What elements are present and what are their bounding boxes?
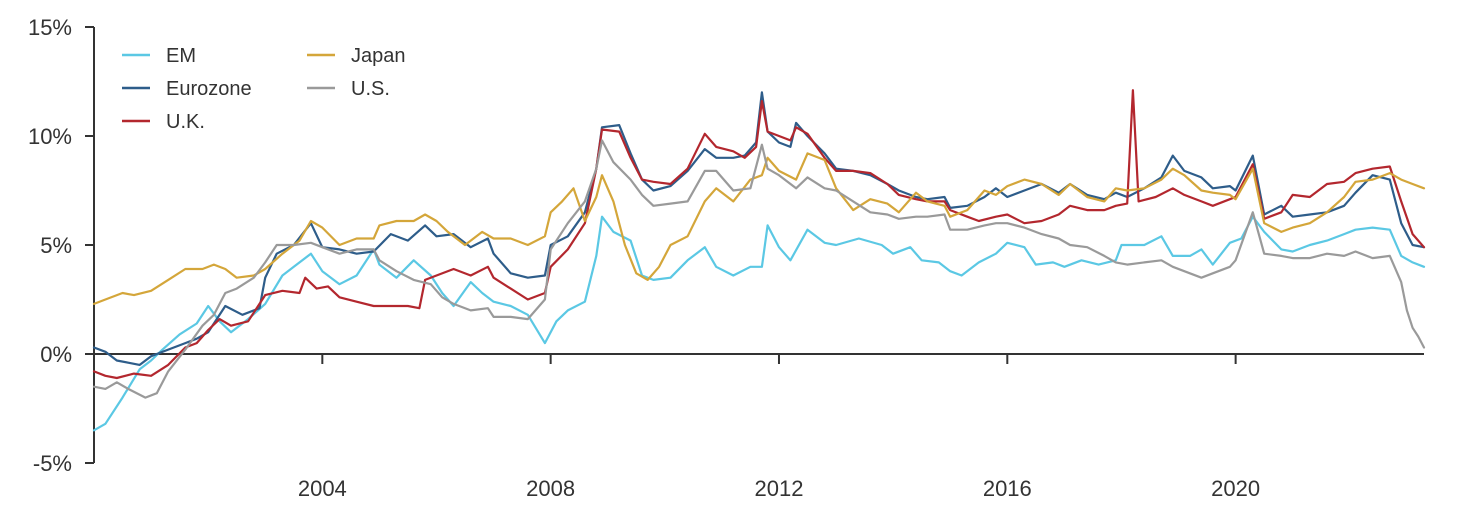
y-tick-label: 15%: [28, 15, 72, 40]
series-line-u-k: [92, 89, 1426, 380]
series-line-u-s: [92, 139, 1426, 399]
legend-item: U.S.: [307, 78, 390, 100]
x-tick-label: 2012: [755, 476, 804, 501]
x-axis: 2004 2008 2012 2016 2020: [94, 353, 1424, 501]
y-tick-label: 0%: [40, 342, 72, 367]
legend-item: Eurozone: [122, 78, 252, 100]
legend-label: Eurozone: [166, 78, 252, 100]
series-line-em: [92, 215, 1426, 432]
legend-label: Japan: [351, 45, 406, 67]
x-tick-label: 2008: [526, 476, 575, 501]
series-lines: [92, 89, 1426, 432]
legend-label: EM: [166, 45, 196, 67]
y-tick-label: -5%: [33, 451, 72, 476]
series-line-eurozone: [92, 91, 1426, 366]
x-tick-label: 2016: [983, 476, 1032, 501]
series-line-japan: [92, 152, 1426, 305]
y-axis: 15% 10% 5% 0% -5%: [28, 15, 95, 476]
legend-label: U.S.: [351, 78, 390, 100]
legend: EM Eurozone U.K. Japan U.S.: [122, 45, 406, 133]
legend-item: EM: [122, 45, 196, 67]
x-tick-label: 2020: [1211, 476, 1260, 501]
legend-item: U.K.: [122, 111, 205, 133]
legend-item: Japan: [307, 45, 406, 67]
y-tick-label: 5%: [40, 233, 72, 258]
x-tick-label: 2004: [298, 476, 347, 501]
y-tick-label: 10%: [28, 124, 72, 149]
legend-label: U.K.: [166, 111, 205, 133]
